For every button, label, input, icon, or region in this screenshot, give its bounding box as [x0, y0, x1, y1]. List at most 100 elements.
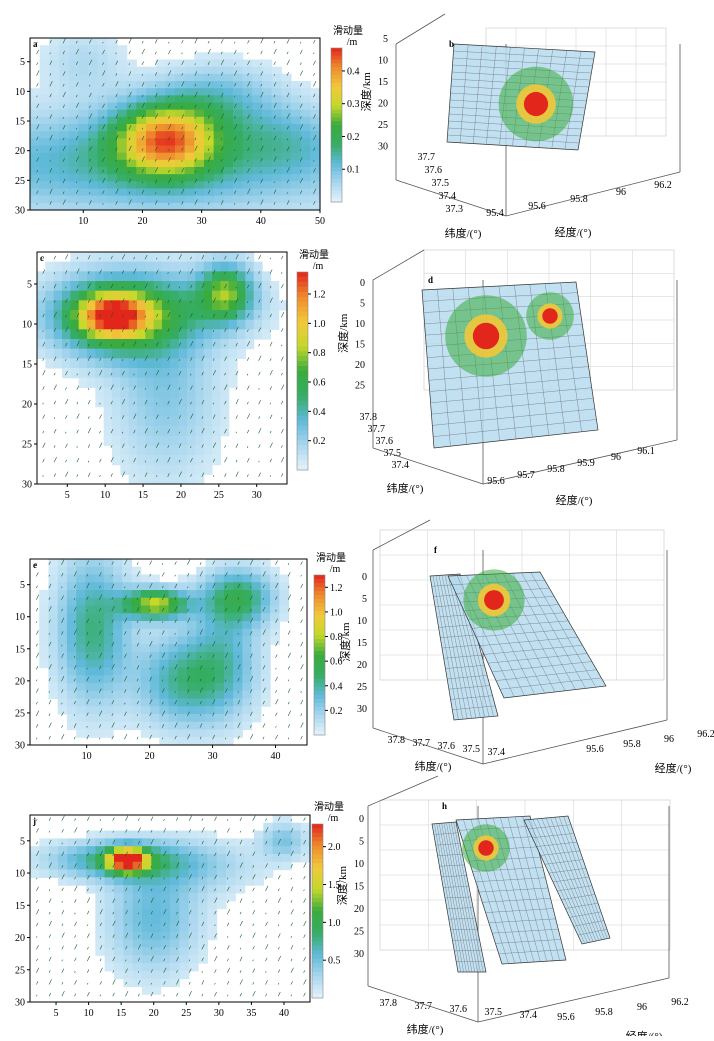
- heatmap-cell: [151, 909, 161, 917]
- heatmap-cell: [242, 613, 252, 621]
- heatmap-cell: [145, 358, 154, 368]
- heatmap-cell: [254, 870, 264, 878]
- slip-arrow: [301, 664, 304, 669]
- heatmap-cell: [133, 909, 143, 917]
- heatmap-cell: [150, 691, 160, 699]
- heatmap-cell: [310, 203, 320, 211]
- heatmap-cell: [281, 124, 291, 132]
- heatmap-cell: [195, 445, 204, 455]
- heatmap-cell: [178, 613, 188, 621]
- heatmap-cell: [137, 300, 146, 310]
- colorbar-swatch: [297, 391, 308, 396]
- heatmap-cell: [122, 699, 132, 707]
- heatmap-cell: [233, 582, 243, 590]
- colorbar-swatch: [331, 90, 342, 94]
- heatmap-cell: [261, 652, 271, 660]
- heatmap-cell: [39, 660, 49, 668]
- lat-tick-label: 37.7: [413, 738, 431, 749]
- heatmap-cell: [159, 722, 169, 730]
- heatmap-cell: [262, 138, 272, 146]
- slip-arrow: [288, 666, 290, 669]
- y-tick-label: 20: [15, 933, 25, 944]
- heatmap-cell: [189, 916, 199, 924]
- heatmap-cell: [107, 189, 117, 197]
- heatmap-cell: [195, 310, 204, 320]
- heatmap-cell: [113, 613, 123, 621]
- heatmap-cell: [95, 291, 104, 301]
- heatmap-cell: [30, 88, 40, 96]
- heatmap-cell: [40, 160, 50, 168]
- slip-arrow: [253, 933, 256, 938]
- slip-arrow: [240, 921, 243, 926]
- heatmap-cell: [301, 174, 311, 182]
- heatmap-cell: [105, 909, 115, 917]
- slip-arrow: [62, 960, 63, 962]
- heatmap-cell: [262, 203, 272, 211]
- heatmap-cell: [141, 730, 151, 738]
- heatmap-cell: [76, 590, 86, 598]
- colorbar-swatch: [297, 331, 308, 336]
- heatmap-cell: [67, 613, 77, 621]
- colorbar-swatch: [297, 401, 308, 406]
- heatmap-cell: [162, 416, 171, 426]
- heatmap-cell: [117, 60, 127, 68]
- depth-tick-label: 0: [359, 814, 364, 825]
- lat-tick-label: 37.6: [425, 165, 443, 176]
- heatmap-cell: [187, 668, 197, 676]
- heatmap-cell: [189, 947, 199, 955]
- slip-arrow: [270, 258, 271, 260]
- heatmap-cell: [189, 877, 199, 885]
- y-tick-label: 5: [20, 57, 25, 68]
- slip-arrow: [301, 584, 303, 588]
- heatmap-cell: [98, 60, 108, 68]
- slip-arrow: [304, 948, 305, 950]
- slip-arrow: [301, 633, 302, 635]
- heatmap-cell: [270, 598, 280, 606]
- colorbar-swatch: [312, 872, 323, 877]
- slip-arrow: [75, 922, 77, 926]
- heatmap-cell: [117, 167, 127, 175]
- slip-arrow: [100, 431, 101, 433]
- slip-arrow: [36, 842, 37, 844]
- slip-arrow: [62, 982, 63, 984]
- heatmap-cell: [54, 339, 63, 349]
- heatmap-cell: [40, 88, 50, 96]
- heatmap-cell: [242, 559, 252, 567]
- slip-arrow: [49, 818, 51, 821]
- lat-axis-label: 纬度/(°): [387, 481, 424, 495]
- heatmap-cell: [67, 722, 77, 730]
- heatmap-cell: [252, 706, 262, 714]
- heatmap-cell: [145, 407, 154, 417]
- heatmap-cell: [262, 153, 272, 161]
- heatmap-cell: [233, 606, 243, 614]
- heatmap-cell: [165, 117, 175, 125]
- heatmap-cell: [178, 621, 188, 629]
- heatmap-cell: [223, 181, 233, 189]
- y-tick-label: 10: [15, 87, 25, 98]
- 3d-panel-d: 0510152025深度/km37.837.737.637.537.4纬度/(°…: [336, 250, 677, 507]
- slip-arrow: [281, 312, 284, 317]
- heatmap-cell: [154, 271, 163, 281]
- slip-arrow: [49, 899, 51, 903]
- heatmap-cell: [179, 838, 189, 846]
- heatmap-cell: [179, 387, 188, 397]
- colorbar-tick-label: 0.2: [330, 706, 343, 717]
- heatmap-cell: [117, 45, 127, 53]
- heatmap-cell: [70, 368, 79, 378]
- colorbar-tick-label: 0.4: [330, 681, 343, 692]
- depth-tick-label: 5: [362, 594, 367, 605]
- heatmap-cell: [179, 416, 188, 426]
- colorbar-swatch: [312, 937, 323, 942]
- slip-arrow: [266, 958, 268, 961]
- slip-arrow: [276, 735, 278, 739]
- heatmap-cell: [198, 901, 208, 909]
- 3d-panel-b: 51015202530深度/km37.737.637.537.437.3纬度/(…: [359, 14, 680, 240]
- heatmap-cell: [159, 637, 169, 645]
- heatmap-cell: [215, 590, 225, 598]
- heatmap-cell: [254, 877, 264, 885]
- heatmap-cell: [301, 138, 311, 146]
- slip-arrow: [288, 563, 289, 565]
- slip-arrow: [278, 934, 280, 938]
- heatmap-cell: [217, 893, 227, 901]
- heatmap-cell: [122, 590, 132, 598]
